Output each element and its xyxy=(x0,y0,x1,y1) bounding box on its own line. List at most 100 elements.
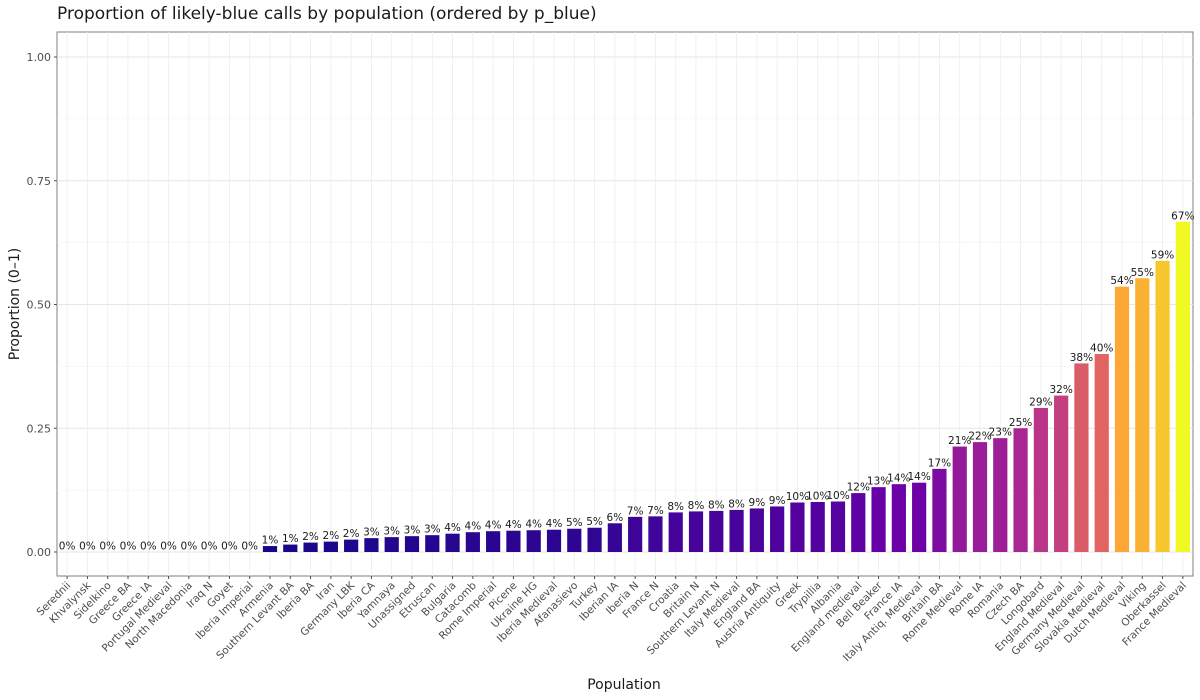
data-label: 5% xyxy=(586,516,603,528)
data-label: 3% xyxy=(404,525,421,537)
data-label: 0% xyxy=(181,541,198,553)
data-label: 4% xyxy=(485,520,502,532)
bar xyxy=(607,523,622,552)
bar xyxy=(384,537,399,552)
data-label: 32% xyxy=(1049,384,1072,396)
data-label: 4% xyxy=(525,519,542,531)
x-axis-title: Population xyxy=(587,677,661,693)
data-label: 14% xyxy=(887,473,910,485)
y-axis: 0.00 0.25 0.50 0.75 1.00 xyxy=(27,51,57,559)
data-label: 8% xyxy=(708,499,725,511)
bar xyxy=(465,532,480,552)
data-label: 1% xyxy=(282,533,299,545)
bar xyxy=(506,530,521,552)
y-tick-label: 0.75 xyxy=(27,175,52,188)
data-label: 59% xyxy=(1151,249,1174,261)
data-label: 22% xyxy=(968,431,991,443)
bar xyxy=(709,510,724,552)
data-label: 4% xyxy=(444,522,461,534)
data-label: 21% xyxy=(948,435,971,447)
data-label: 9% xyxy=(769,495,786,507)
bar xyxy=(262,546,278,552)
data-label: 2% xyxy=(323,530,340,542)
data-label: 10% xyxy=(806,491,829,503)
data-label: 7% xyxy=(647,505,664,517)
bar xyxy=(729,509,744,552)
data-label: 3% xyxy=(424,524,441,536)
y-tick-label: 0.00 xyxy=(27,546,52,559)
bar xyxy=(851,493,866,552)
data-label: 3% xyxy=(363,527,380,539)
bar xyxy=(445,533,460,552)
bar xyxy=(546,529,562,552)
bar xyxy=(648,516,663,552)
bar xyxy=(1033,407,1048,552)
bar xyxy=(1135,278,1150,552)
y-axis-title: Proportion (0–1) xyxy=(7,248,23,360)
data-label: 10% xyxy=(786,491,809,503)
data-label: 0% xyxy=(140,541,157,553)
data-label: 3% xyxy=(383,526,400,538)
chart-title: Proportion of likely-blue calls by popul… xyxy=(57,4,597,24)
bar xyxy=(1013,428,1028,552)
bar xyxy=(303,542,318,552)
bar xyxy=(1054,395,1069,552)
data-label: 29% xyxy=(1029,396,1052,408)
bar xyxy=(972,442,988,552)
data-label: 8% xyxy=(667,501,684,513)
y-tick-label: 0.50 xyxy=(27,299,52,312)
data-labels: 0% 0% 0% 0% 0% 0% 0% 0% 0% 0% 1% 1% 2% 2% 2% 3% 3% 3% 3% 4%… xyxy=(59,210,1195,552)
bar xyxy=(323,541,338,552)
bar xyxy=(952,446,967,552)
data-label: 23% xyxy=(989,427,1012,439)
data-label: 0% xyxy=(201,541,218,553)
grid-lines xyxy=(57,32,1193,576)
data-label: 13% xyxy=(867,476,890,488)
bar xyxy=(1114,286,1130,552)
data-label: 0% xyxy=(241,541,258,553)
data-label: 67% xyxy=(1171,210,1194,222)
data-label: 4% xyxy=(505,519,522,531)
bar xyxy=(628,516,643,552)
data-label: 2% xyxy=(302,531,319,543)
bar xyxy=(1074,363,1089,552)
bar xyxy=(830,501,846,552)
bar xyxy=(567,528,582,552)
data-label: 5% xyxy=(566,517,583,529)
data-label: 4% xyxy=(546,518,563,530)
bar xyxy=(912,482,927,552)
data-label: 0% xyxy=(79,541,96,553)
data-label: 17% xyxy=(928,457,951,469)
bar xyxy=(587,527,602,552)
data-label: 14% xyxy=(907,471,930,483)
bar xyxy=(364,538,379,552)
data-label: 0% xyxy=(59,541,76,553)
bar xyxy=(283,544,298,552)
data-label: 4% xyxy=(465,521,482,533)
data-label: 2% xyxy=(343,528,360,540)
bar xyxy=(790,502,805,552)
bar xyxy=(1155,260,1170,552)
bar xyxy=(749,508,764,552)
bar xyxy=(404,536,420,552)
y-tick-label: 1.00 xyxy=(27,51,52,64)
bar xyxy=(1175,221,1190,552)
bars xyxy=(262,221,1190,552)
bar xyxy=(344,539,359,552)
data-label: 55% xyxy=(1131,267,1154,279)
data-label: 54% xyxy=(1110,275,1133,287)
data-label: 12% xyxy=(847,482,870,494)
data-label: 38% xyxy=(1070,352,1093,364)
data-label: 7% xyxy=(627,505,644,517)
bar xyxy=(871,487,886,552)
bar xyxy=(993,438,1008,552)
data-label: 0% xyxy=(120,541,137,553)
data-label: 0% xyxy=(99,541,116,553)
bar xyxy=(526,530,541,552)
data-label: 8% xyxy=(728,498,745,510)
bar xyxy=(770,506,785,552)
y-tick-label: 0.25 xyxy=(27,422,52,435)
data-label: 0% xyxy=(221,541,238,553)
